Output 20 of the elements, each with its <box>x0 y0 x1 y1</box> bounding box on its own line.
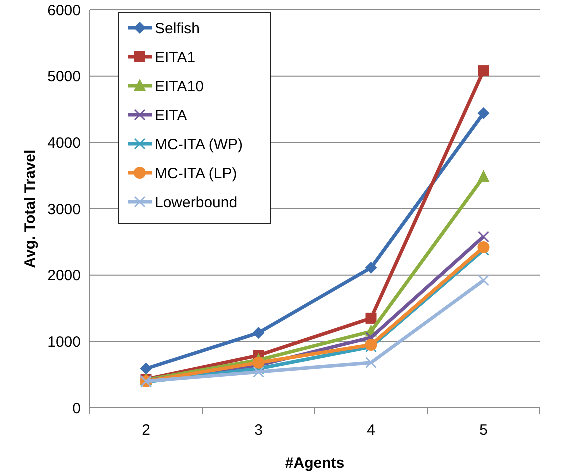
legend-label: Selfish <box>155 20 200 38</box>
x-axis-title: #Agents <box>285 455 345 472</box>
x-tick-label: 4 <box>367 422 376 439</box>
y-tick-label: 5000 <box>48 68 81 86</box>
y-tick-label: 6000 <box>48 2 81 20</box>
x-tick-label: 3 <box>254 422 263 439</box>
y-tick-label: 3000 <box>48 201 81 218</box>
legend-label: EITA1 <box>155 49 196 66</box>
legend-label: EITA10 <box>155 78 204 96</box>
y-axis-title: Avg. Total Travel <box>22 150 39 268</box>
y-tick-label: 2000 <box>48 268 81 285</box>
y-tick-label: 0 <box>72 400 81 418</box>
legend-label: Lowerbound <box>155 194 238 212</box>
legend-label: EITA <box>155 107 188 124</box>
y-tick-label: 1000 <box>48 334 81 351</box>
y-tick-label: 4000 <box>48 134 81 152</box>
x-tick-label: 2 <box>142 422 150 439</box>
x-tick-label: 5 <box>480 422 488 439</box>
legend-label: MC-ITA (LP) <box>155 165 238 182</box>
legend-label: MC-ITA (WP) <box>155 136 244 154</box>
